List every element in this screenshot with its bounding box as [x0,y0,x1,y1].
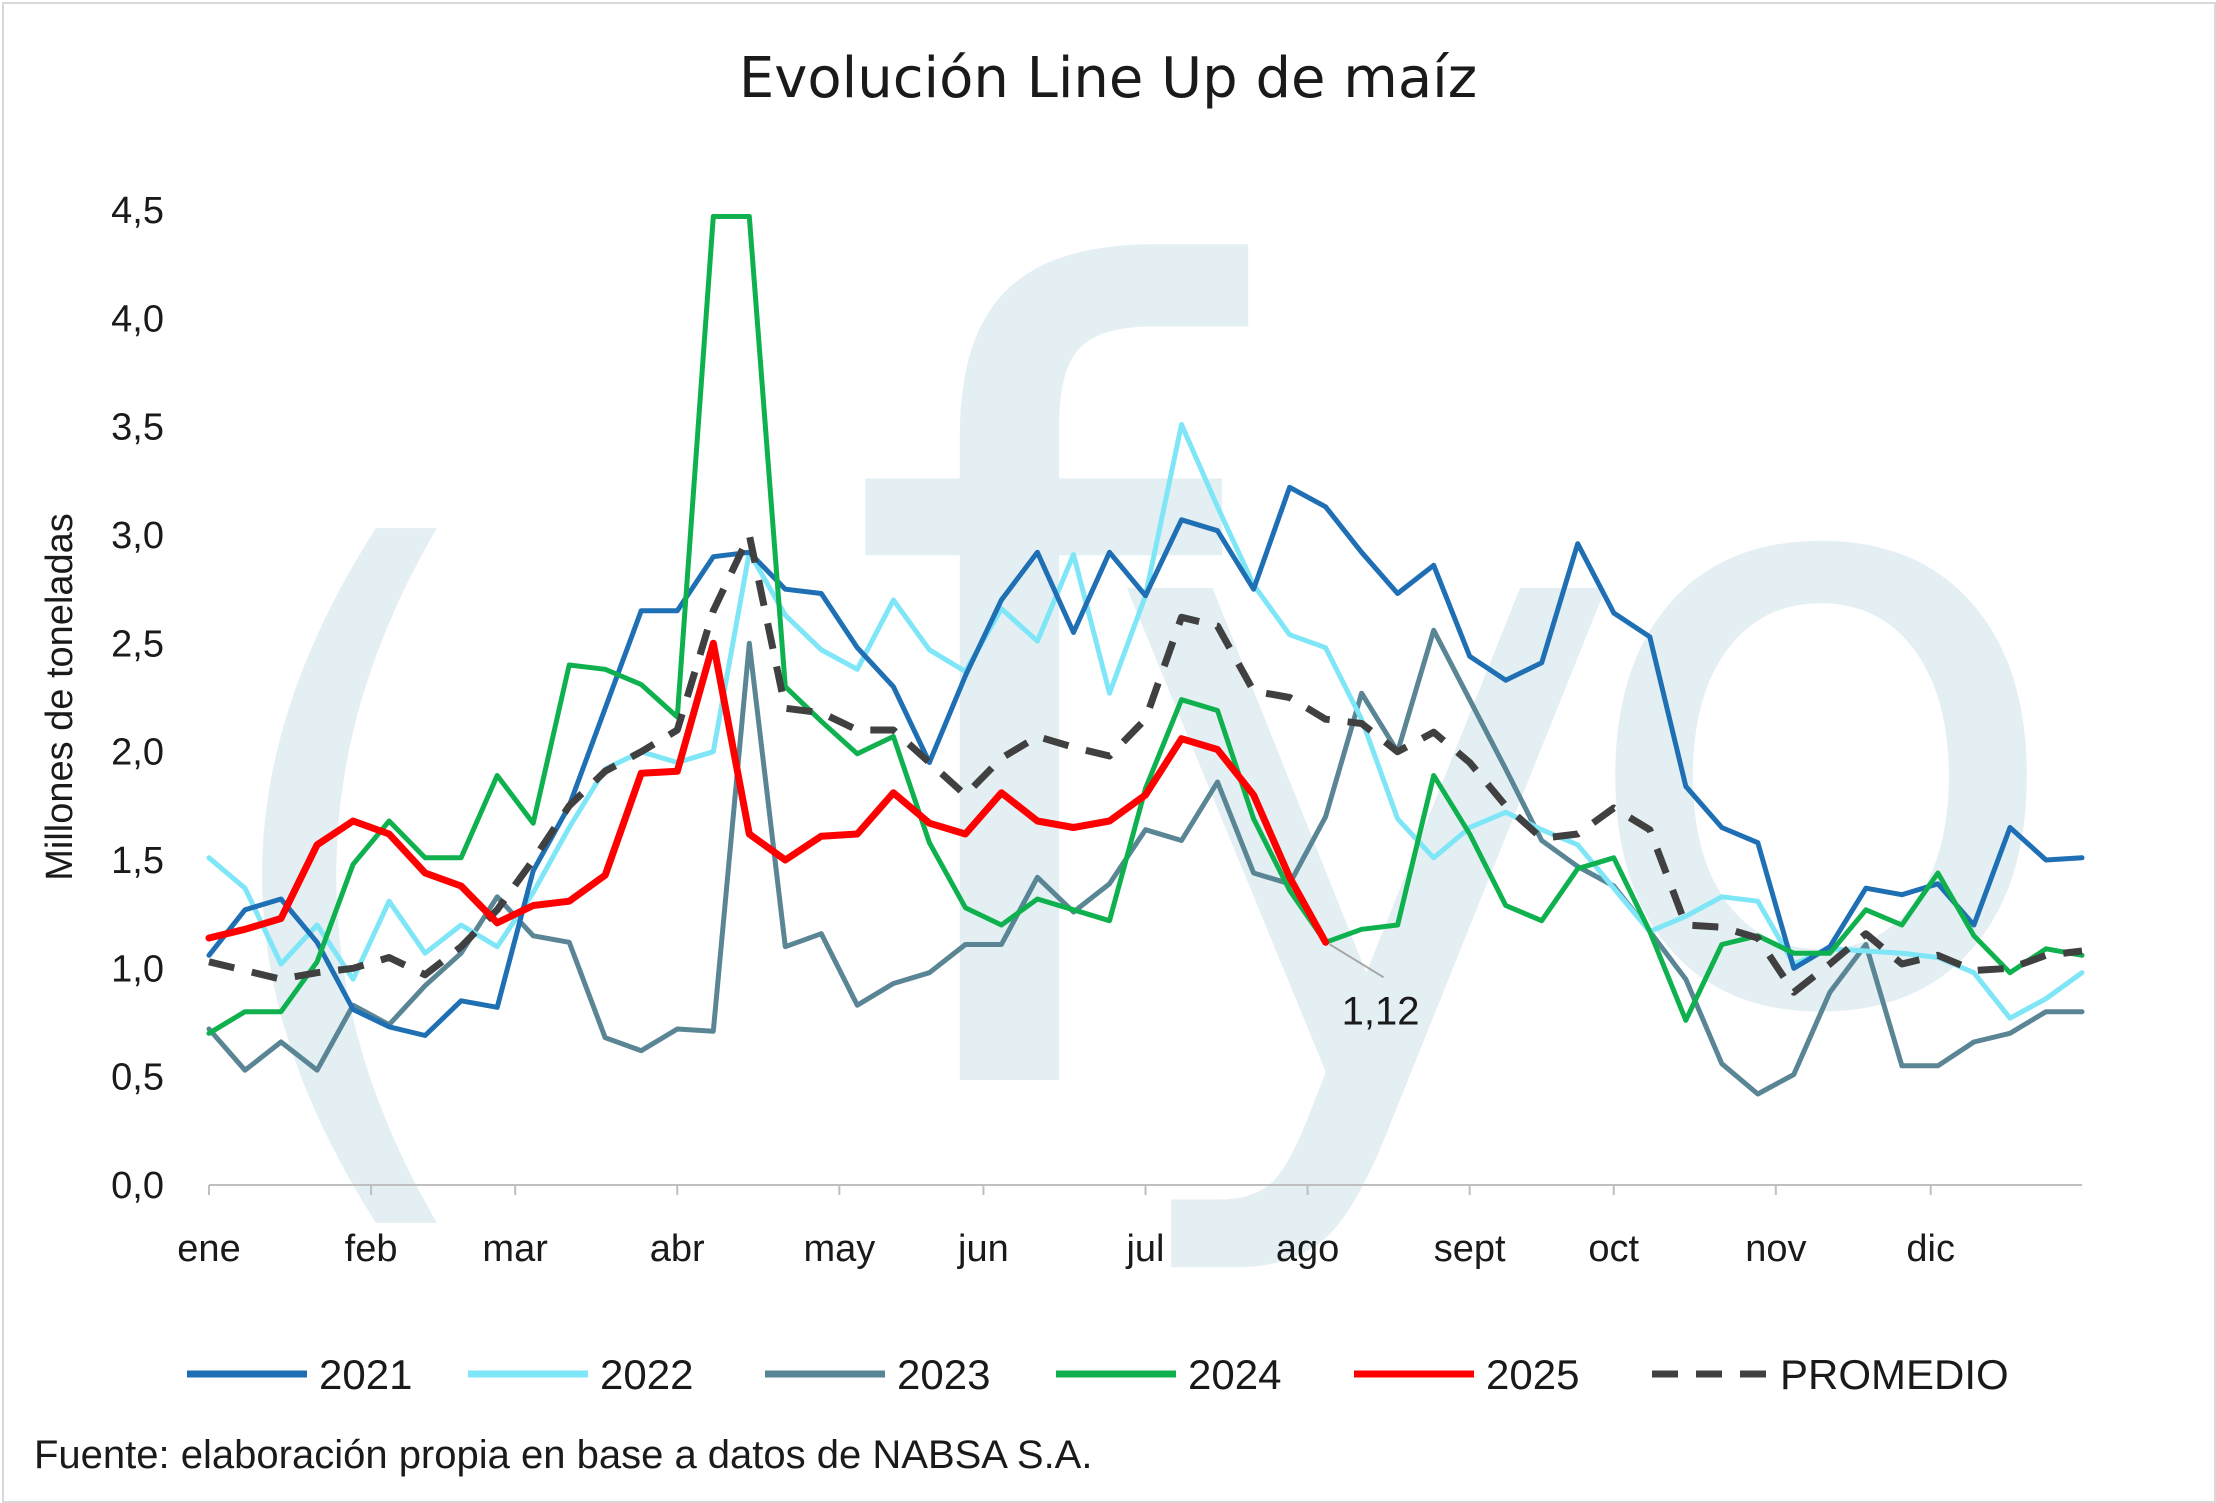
y-tick-label: 0,0 [111,1165,164,1207]
x-tick-label: ene [177,1228,240,1270]
annotation-label: 1,12 [1342,989,1420,1033]
y-tick-label: 2,0 [111,732,164,774]
y-axis-label: Millones de toneladas [39,513,81,881]
legend-label: 2022 [600,1351,693,1398]
y-tick-label: 3,0 [111,515,164,557]
y-tick-label: 1,0 [111,948,164,990]
x-tick-label: feb [345,1228,398,1270]
x-tick-label: mar [482,1228,548,1270]
x-tick-label: jul [1125,1228,1164,1270]
x-tick-label: nov [1745,1228,1806,1270]
annotation-leader [1329,943,1385,979]
x-tick-label: jun [957,1228,1009,1270]
legend-label: 2025 [1486,1351,1579,1398]
legend-label: 2024 [1188,1351,1281,1398]
x-tick-label: ago [1276,1228,1339,1270]
source-note: Fuente: elaboración propia en base a dat… [34,1433,1092,1477]
legend: 2021 2022 2023 2024 2025 PROMEDIO [187,1351,2009,1398]
chart-title: Evolución Line Up de maíz [739,46,1477,111]
y-tick-label: 2,5 [111,623,164,665]
x-tick-label: may [803,1228,875,1270]
y-tick-label: 4,5 [111,190,164,232]
annotation-layer: 1,12 [1329,943,1420,1033]
watermark-y: y [1100,246,1633,1293]
y-tick-label: 3,5 [111,407,164,449]
y-axis-ticks: 0,0 0,5 1,0 1,5 2,0 2,5 3,0 3,5 4,0 4,5 [111,190,164,1207]
x-tick-label: sept [1434,1228,1506,1270]
watermark-logo: ( f y o [195,60,2072,1340]
series-line-2021 [206,484,2085,1038]
series-layer [205,214,2085,1097]
x-tick-label: abr [650,1228,705,1270]
legend-label: 2021 [319,1351,412,1398]
series-line-2025 [205,639,1330,946]
y-tick-label: 0,5 [111,1057,164,1099]
legend-label: PROMEDIO [1780,1351,2009,1398]
watermark-o: o [1570,240,2072,1194]
x-axis: ene feb mar abr may jun jul ago sept oct nov dic [177,1184,2082,1270]
watermark-paren: ( [195,396,499,1304]
legend-label: 2023 [897,1351,990,1398]
series-line-promedio [208,531,2083,996]
x-tick-label: oct [1588,1228,1639,1270]
y-tick-label: 1,5 [111,840,164,882]
series-line-2024 [206,214,2085,1036]
x-tick-label: dic [1906,1228,1955,1270]
y-tick-label: 4,0 [111,298,164,340]
